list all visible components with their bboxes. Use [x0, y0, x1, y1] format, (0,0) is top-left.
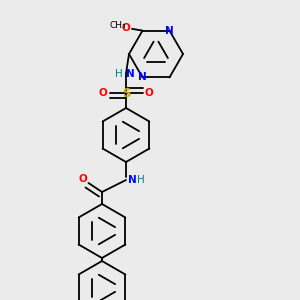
Text: N: N [126, 68, 135, 79]
Text: S: S [122, 86, 130, 100]
Text: N: N [128, 175, 137, 185]
Text: N: N [138, 72, 147, 82]
Text: O: O [122, 22, 130, 33]
Text: O: O [79, 174, 88, 184]
Text: N: N [165, 26, 174, 36]
Text: H: H [136, 175, 144, 185]
Text: H: H [115, 68, 122, 79]
Text: CH₃: CH₃ [110, 21, 126, 30]
Text: O: O [98, 88, 107, 98]
Text: O: O [145, 88, 154, 98]
